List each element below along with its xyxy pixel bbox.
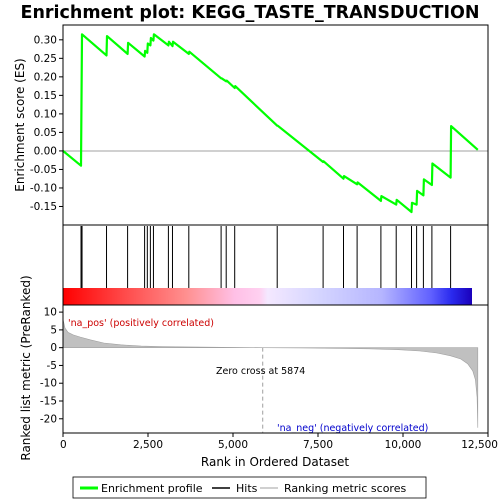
metric-panel: 10 5 0 -5 -10 -15 -20 'na_pos' (positively cor… <box>40 304 489 434</box>
hits-panel <box>62 224 489 306</box>
es-axis-title: Enrichment score (ES) <box>13 58 27 191</box>
es-tick-label: 0.10 <box>34 108 57 120</box>
metric-tick-label: -10 <box>40 378 57 390</box>
x-axis-ticks: 0 2,500 5,000 7,500 10,000 12,500 <box>60 433 498 451</box>
es-tick-label: -0.15 <box>30 201 57 213</box>
x-tick-label: 10,000 <box>385 439 422 451</box>
es-tick-label: 0.25 <box>34 53 57 65</box>
rank-colorbar <box>63 288 472 305</box>
x-tick-label: 12,500 <box>461 439 498 451</box>
x-tick-label: 7,500 <box>303 439 333 451</box>
negative-correlation-label: 'na_neg' (negatively correlated) <box>277 423 428 434</box>
metric-axis-ticks: 10 5 0 -5 -10 -15 -20 <box>40 307 63 425</box>
positive-correlation-label: 'na_pos' (positively correlated) <box>68 318 214 329</box>
metric-tick-label: -20 <box>40 413 57 425</box>
es-tick-label: 0.00 <box>34 145 57 157</box>
hit-lines <box>80 226 452 288</box>
legend-label-enrichment: Enrichment profile <box>101 482 203 495</box>
es-tick-label: -0.10 <box>30 182 57 194</box>
es-tick-label: 0.30 <box>34 34 57 46</box>
x-tick-label: 0 <box>60 439 67 451</box>
es-tick-label: 0.15 <box>34 90 57 102</box>
metric-tick-label: 5 <box>50 324 57 336</box>
legend: Enrichment profile Hits Ranking metric s… <box>72 476 427 499</box>
es-tick-label: -0.05 <box>30 164 57 176</box>
metric-tick-label: 0 <box>50 342 57 354</box>
x-axis-title: Rank in Ordered Dataset <box>201 455 349 469</box>
zero-cross-label: Zero cross at 5874 <box>216 366 305 377</box>
x-tick-label: 5,000 <box>218 439 248 451</box>
x-tick-label: 2,500 <box>133 439 163 451</box>
legend-frame <box>72 476 427 499</box>
metric-panel-frame <box>62 304 489 434</box>
metric-axis-title: Ranked list metric (PreRanked) <box>19 275 33 460</box>
metric-tick-label: -15 <box>40 396 57 408</box>
legend-label-hits: Hits <box>236 482 258 495</box>
es-tick-label: 0.20 <box>34 71 57 83</box>
ranking-metric-area <box>62 319 479 428</box>
chart-title: Enrichment plot: KEGG_TASTE_TRANSDUCTION <box>20 3 479 23</box>
es-tick-label: 0.05 <box>34 127 57 139</box>
enrichment-profile-line <box>62 33 479 214</box>
metric-tick-label: 10 <box>44 307 57 319</box>
metric-tick-label: -5 <box>47 360 57 372</box>
es-panel: 0.30 0.25 0.20 0.15 0.10 0.05 0.00 -0.05 -0.10 -0… <box>30 24 489 226</box>
es-axis-ticks: 0.30 0.25 0.20 0.15 0.10 0.05 0.00 -0.05 -0.10 -0… <box>30 34 63 213</box>
legend-label-ranking: Ranking metric scores <box>284 482 406 495</box>
